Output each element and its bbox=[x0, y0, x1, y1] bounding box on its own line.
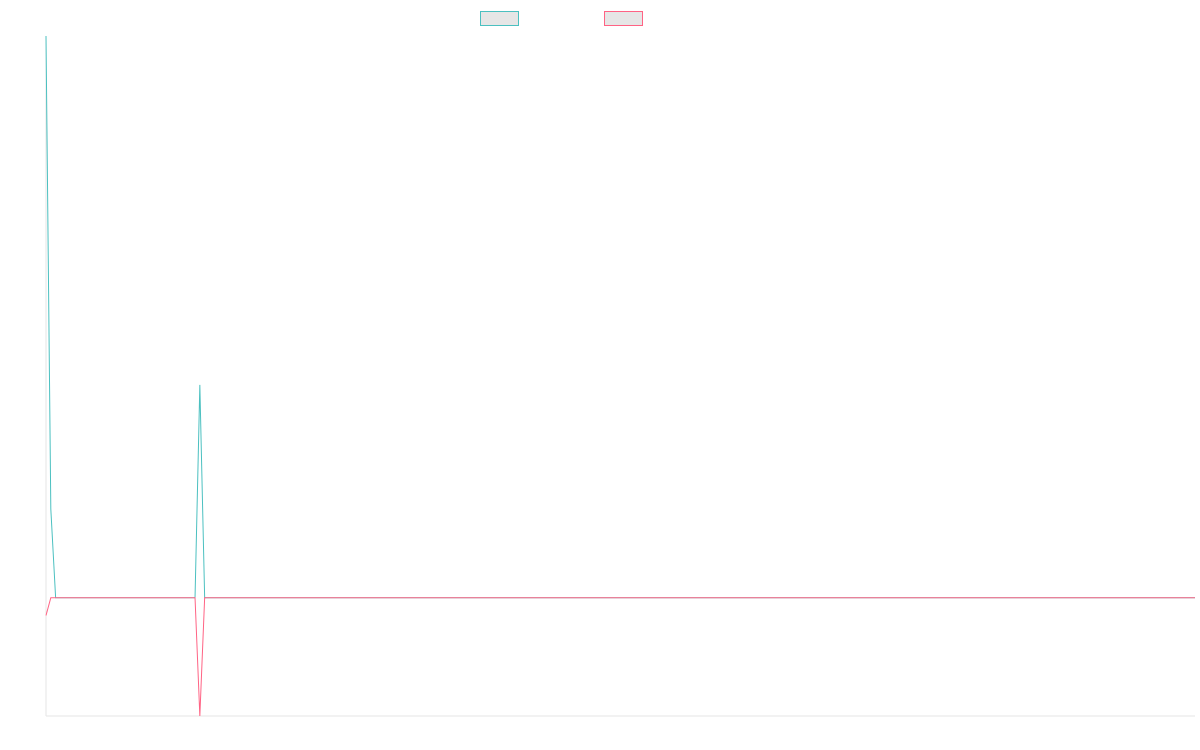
series-1-line[interactable] bbox=[45, 35, 1195, 599]
legend-item-series-1[interactable] bbox=[480, 9, 525, 27]
legend-swatch-series-2 bbox=[604, 10, 643, 26]
series-2-line[interactable] bbox=[45, 597, 1195, 717]
legend-item-series-2[interactable] bbox=[604, 9, 649, 27]
legend bbox=[0, 9, 1200, 27]
axes bbox=[45, 36, 1195, 717]
series-layer bbox=[45, 35, 1195, 717]
legend-swatch-series-1 bbox=[480, 10, 519, 26]
